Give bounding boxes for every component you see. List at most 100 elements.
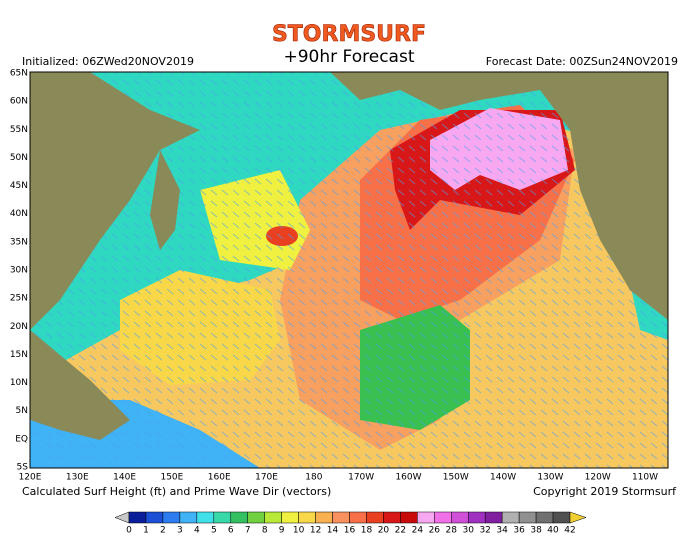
land-north-america [30, 72, 668, 320]
lon-label: 130E [66, 473, 89, 483]
colorbar-label: 28 [446, 526, 458, 536]
colorbar-label: 22 [395, 526, 406, 536]
colorbar-under [114, 511, 130, 524]
lat-label: 35N [10, 237, 28, 247]
colorbar-swatch [128, 511, 147, 524]
colorbar-swatch [467, 511, 486, 524]
colorbar-swatch [179, 511, 198, 524]
colorbar-swatch [315, 511, 333, 524]
colorbar-swatch [349, 511, 367, 524]
colorbar-label: 6 [228, 526, 234, 536]
caption: Calculated Surf Height (ft) and Prime Wa… [22, 485, 331, 498]
colorbar-swatch [383, 511, 401, 524]
lon-label: 110W [632, 473, 658, 483]
land-sea-islands [30, 330, 130, 440]
lon-label: 150E [160, 473, 183, 483]
initialized: Initialized: 06ZWed20NOV2019 [22, 55, 194, 68]
colorbar-label: 24 [412, 526, 424, 536]
colorbar-swatch [332, 511, 350, 524]
colorbar-swatch [535, 511, 554, 524]
lat-label: 30N [10, 266, 28, 276]
logo: STORMSURF [272, 22, 426, 47]
colorbar-label: 32 [479, 526, 490, 536]
colorbar-label: 40 [547, 526, 559, 536]
lon-label: 160E [208, 473, 231, 483]
colorbar-label: 4 [194, 526, 200, 536]
colorbar-swatch [434, 511, 452, 524]
colorbar-swatch [247, 511, 265, 524]
colorbar-swatch [451, 511, 469, 524]
lat-label: 50N [10, 153, 28, 163]
colorbar-swatch [518, 511, 537, 524]
colorbar-label: 42 [564, 526, 575, 536]
colorbar-label: 36 [513, 526, 525, 536]
colorbar-label: 16 [344, 526, 356, 536]
lat-labels: 65N 60N 55N 50N 45N 40N 35N 30N 25N 20N 15N 10N 5N EQ… [10, 69, 28, 473]
colorbar-swatch [162, 511, 181, 524]
colorbar-swatch [213, 511, 232, 524]
land-japan [150, 150, 180, 250]
map-frame [29, 71, 669, 469]
colorbar-swatch [400, 511, 418, 524]
lat-label: 15N [10, 350, 28, 360]
lon-label: 170W [348, 473, 374, 483]
lat-label: EQ [15, 434, 28, 444]
colorbar-swatch [230, 511, 248, 524]
copyright: Copyright 2019 Stormsurf [533, 485, 677, 498]
lon-labels: 120E 130E 140E 150E 160E 170E 180 170W 160W 150W 1… [19, 473, 659, 483]
colorbar-swatch [196, 511, 215, 524]
map-title: +90hr Forecast [284, 47, 415, 67]
colorbar-swatch [145, 511, 164, 524]
lon-label: 160W [395, 473, 421, 483]
colorbar-swatch [484, 511, 503, 524]
colorbar-over [569, 511, 587, 524]
lat-label: 40N [10, 209, 28, 219]
colorbar: 0 1 2 3 4 5 6 7 8 9 10 12 14 16 18 20 22 24 26 28 30 32 34 36 38… [114, 511, 587, 536]
colorbar-label: 0 [126, 526, 132, 536]
land-asia [30, 72, 200, 330]
colorbar-label: 18 [361, 526, 373, 536]
colorbar-label: 10 [293, 526, 305, 536]
colorbar-swatch [552, 511, 571, 524]
colorbar-label: 38 [530, 526, 542, 536]
colorbar-label: 1 [143, 526, 149, 536]
colorbar-label: 26 [429, 526, 441, 536]
colorbar-swatch [281, 511, 299, 524]
colorbar-label: 30 [463, 526, 475, 536]
colorbar-label: 2 [160, 526, 166, 536]
colorbar-label: 9 [279, 526, 285, 536]
lat-label: 25N [10, 294, 28, 304]
lon-label: 180 [305, 473, 322, 483]
map [29, 71, 669, 469]
colorbar-label: 3 [177, 526, 183, 536]
colorbar-label: 34 [496, 526, 508, 536]
colorbar-label: 20 [378, 526, 390, 536]
colorbar-label: 14 [327, 526, 339, 536]
lat-label: 65N [10, 69, 28, 79]
lat-label: 45N [10, 181, 28, 191]
lon-label: 130W [537, 473, 563, 483]
colorbar-swatch [264, 511, 282, 524]
colorbar-swatch [366, 511, 384, 524]
colorbar-swatch [501, 511, 520, 524]
colorbar-swatch [298, 511, 316, 524]
lat-label: 5N [16, 406, 28, 416]
lat-label: 5S [17, 463, 29, 473]
lon-label: 120W [585, 473, 611, 483]
lat-label: 60N [10, 97, 28, 107]
lat-label: 10N [10, 378, 28, 388]
colorbar-label: 7 [245, 526, 251, 536]
lon-label: 150W [443, 473, 469, 483]
colorbar-label: 5 [211, 526, 217, 536]
lon-label: 170E [255, 473, 278, 483]
colorbar-label: 12 [310, 526, 321, 536]
colorbar-swatch [417, 511, 435, 524]
lon-label: 120E [19, 473, 42, 483]
forecast-date: Forecast Date: 00ZSun24NOV2019 [486, 55, 678, 68]
lon-label: 140W [490, 473, 516, 483]
lat-label: 55N [10, 125, 28, 135]
lat-label: 20N [10, 322, 28, 332]
colorbar-label: 8 [262, 526, 268, 536]
